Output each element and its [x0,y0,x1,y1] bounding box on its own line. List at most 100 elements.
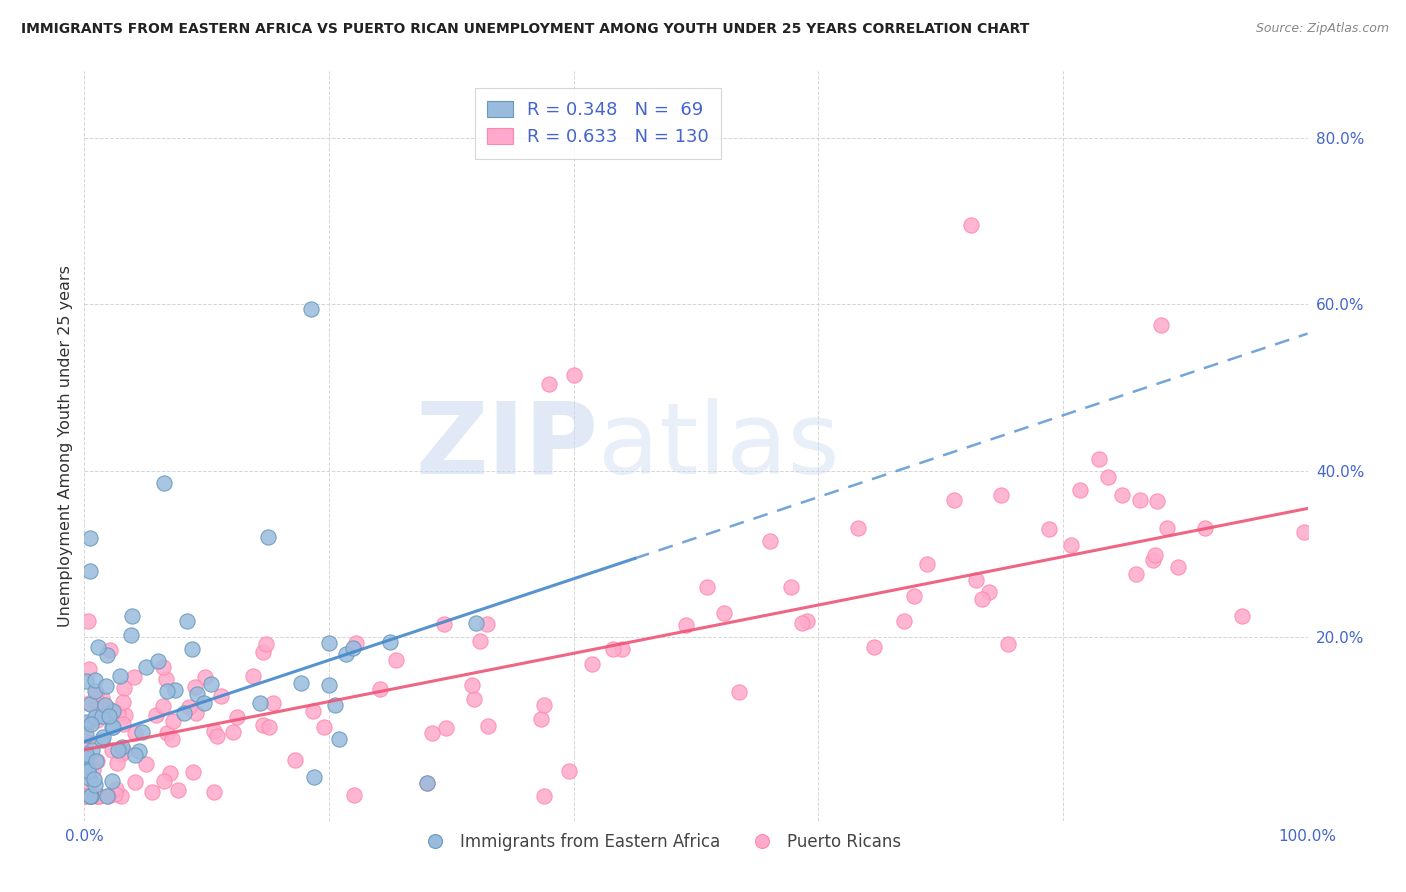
Point [1167,560,1189,574]
Point [183,680,205,694]
Point [87,789,110,803]
Point [179,699,201,714]
Point [124,775,146,789]
Point [257,720,280,734]
Point [101,720,124,734]
Point [124,670,146,684]
Point [290,676,312,690]
Point [155,672,177,686]
Point [173,706,195,720]
Point [727,684,749,698]
Point [79,717,101,731]
Text: ZIP: ZIP [415,398,598,494]
Point [121,608,143,623]
Point [252,718,274,732]
Point [612,641,634,656]
Point [112,681,135,695]
Point [1129,493,1152,508]
Point [90,701,112,715]
Point [141,785,163,799]
Point [112,744,135,758]
Point [145,707,167,722]
Point [166,783,188,797]
Point [893,614,915,628]
Point [1143,548,1166,562]
Point [84,710,107,724]
Point [477,719,499,733]
Point [903,589,925,603]
Point [193,696,215,710]
Point [97,709,120,723]
Point [162,732,184,747]
Point [254,637,277,651]
Point [1294,525,1316,540]
Point [242,668,264,682]
Point [252,645,274,659]
Point [156,726,179,740]
Point [89,789,111,803]
Point [104,787,127,801]
Point [1111,488,1133,502]
Point [79,564,101,578]
Point [77,780,100,794]
Point [915,557,938,571]
Point [135,660,157,674]
Point [1150,318,1173,333]
Point [420,726,443,740]
Point [1125,566,1147,581]
Point [91,731,114,745]
Point [77,764,100,778]
Point [862,640,884,655]
Point [202,724,225,739]
Point [302,704,325,718]
Point [1146,494,1168,508]
Point [107,742,129,756]
Legend: Immigrants from Eastern Africa, Puerto Ricans: Immigrants from Eastern Africa, Puerto R… [411,826,907,857]
Point [90,691,112,706]
Point [342,641,364,656]
Point [943,493,966,508]
Point [83,772,105,787]
Point [111,717,134,731]
Point [972,591,994,606]
Point [1156,521,1178,535]
Point [796,615,818,629]
Point [79,697,101,711]
Point [80,758,103,772]
Point [75,789,97,803]
Y-axis label: Unemployment Among Youth under 25 years: Unemployment Among Youth under 25 years [58,265,73,627]
Point [299,301,322,316]
Point [328,732,350,747]
Point [318,635,340,649]
Point [696,580,718,594]
Point [461,678,484,692]
Point [433,616,456,631]
Point [114,708,136,723]
Point [1087,452,1109,467]
Point [152,660,174,674]
Point [101,743,124,757]
Point [262,696,284,710]
Point [75,751,97,765]
Point [77,614,100,628]
Point [131,725,153,739]
Point [370,682,392,697]
Point [200,677,222,691]
Point [96,789,118,803]
Point [314,720,336,734]
Point [997,637,1019,651]
Point [80,743,103,757]
Point [759,533,782,548]
Point [96,648,118,662]
Point [344,636,367,650]
Point [1060,538,1083,552]
Point [202,785,225,799]
Point [75,714,97,729]
Text: Source: ZipAtlas.com: Source: ZipAtlas.com [1256,22,1389,36]
Point [84,754,107,768]
Point [112,695,135,709]
Point [558,764,581,778]
Point [83,673,105,687]
Point [75,729,97,743]
Point [86,713,108,727]
